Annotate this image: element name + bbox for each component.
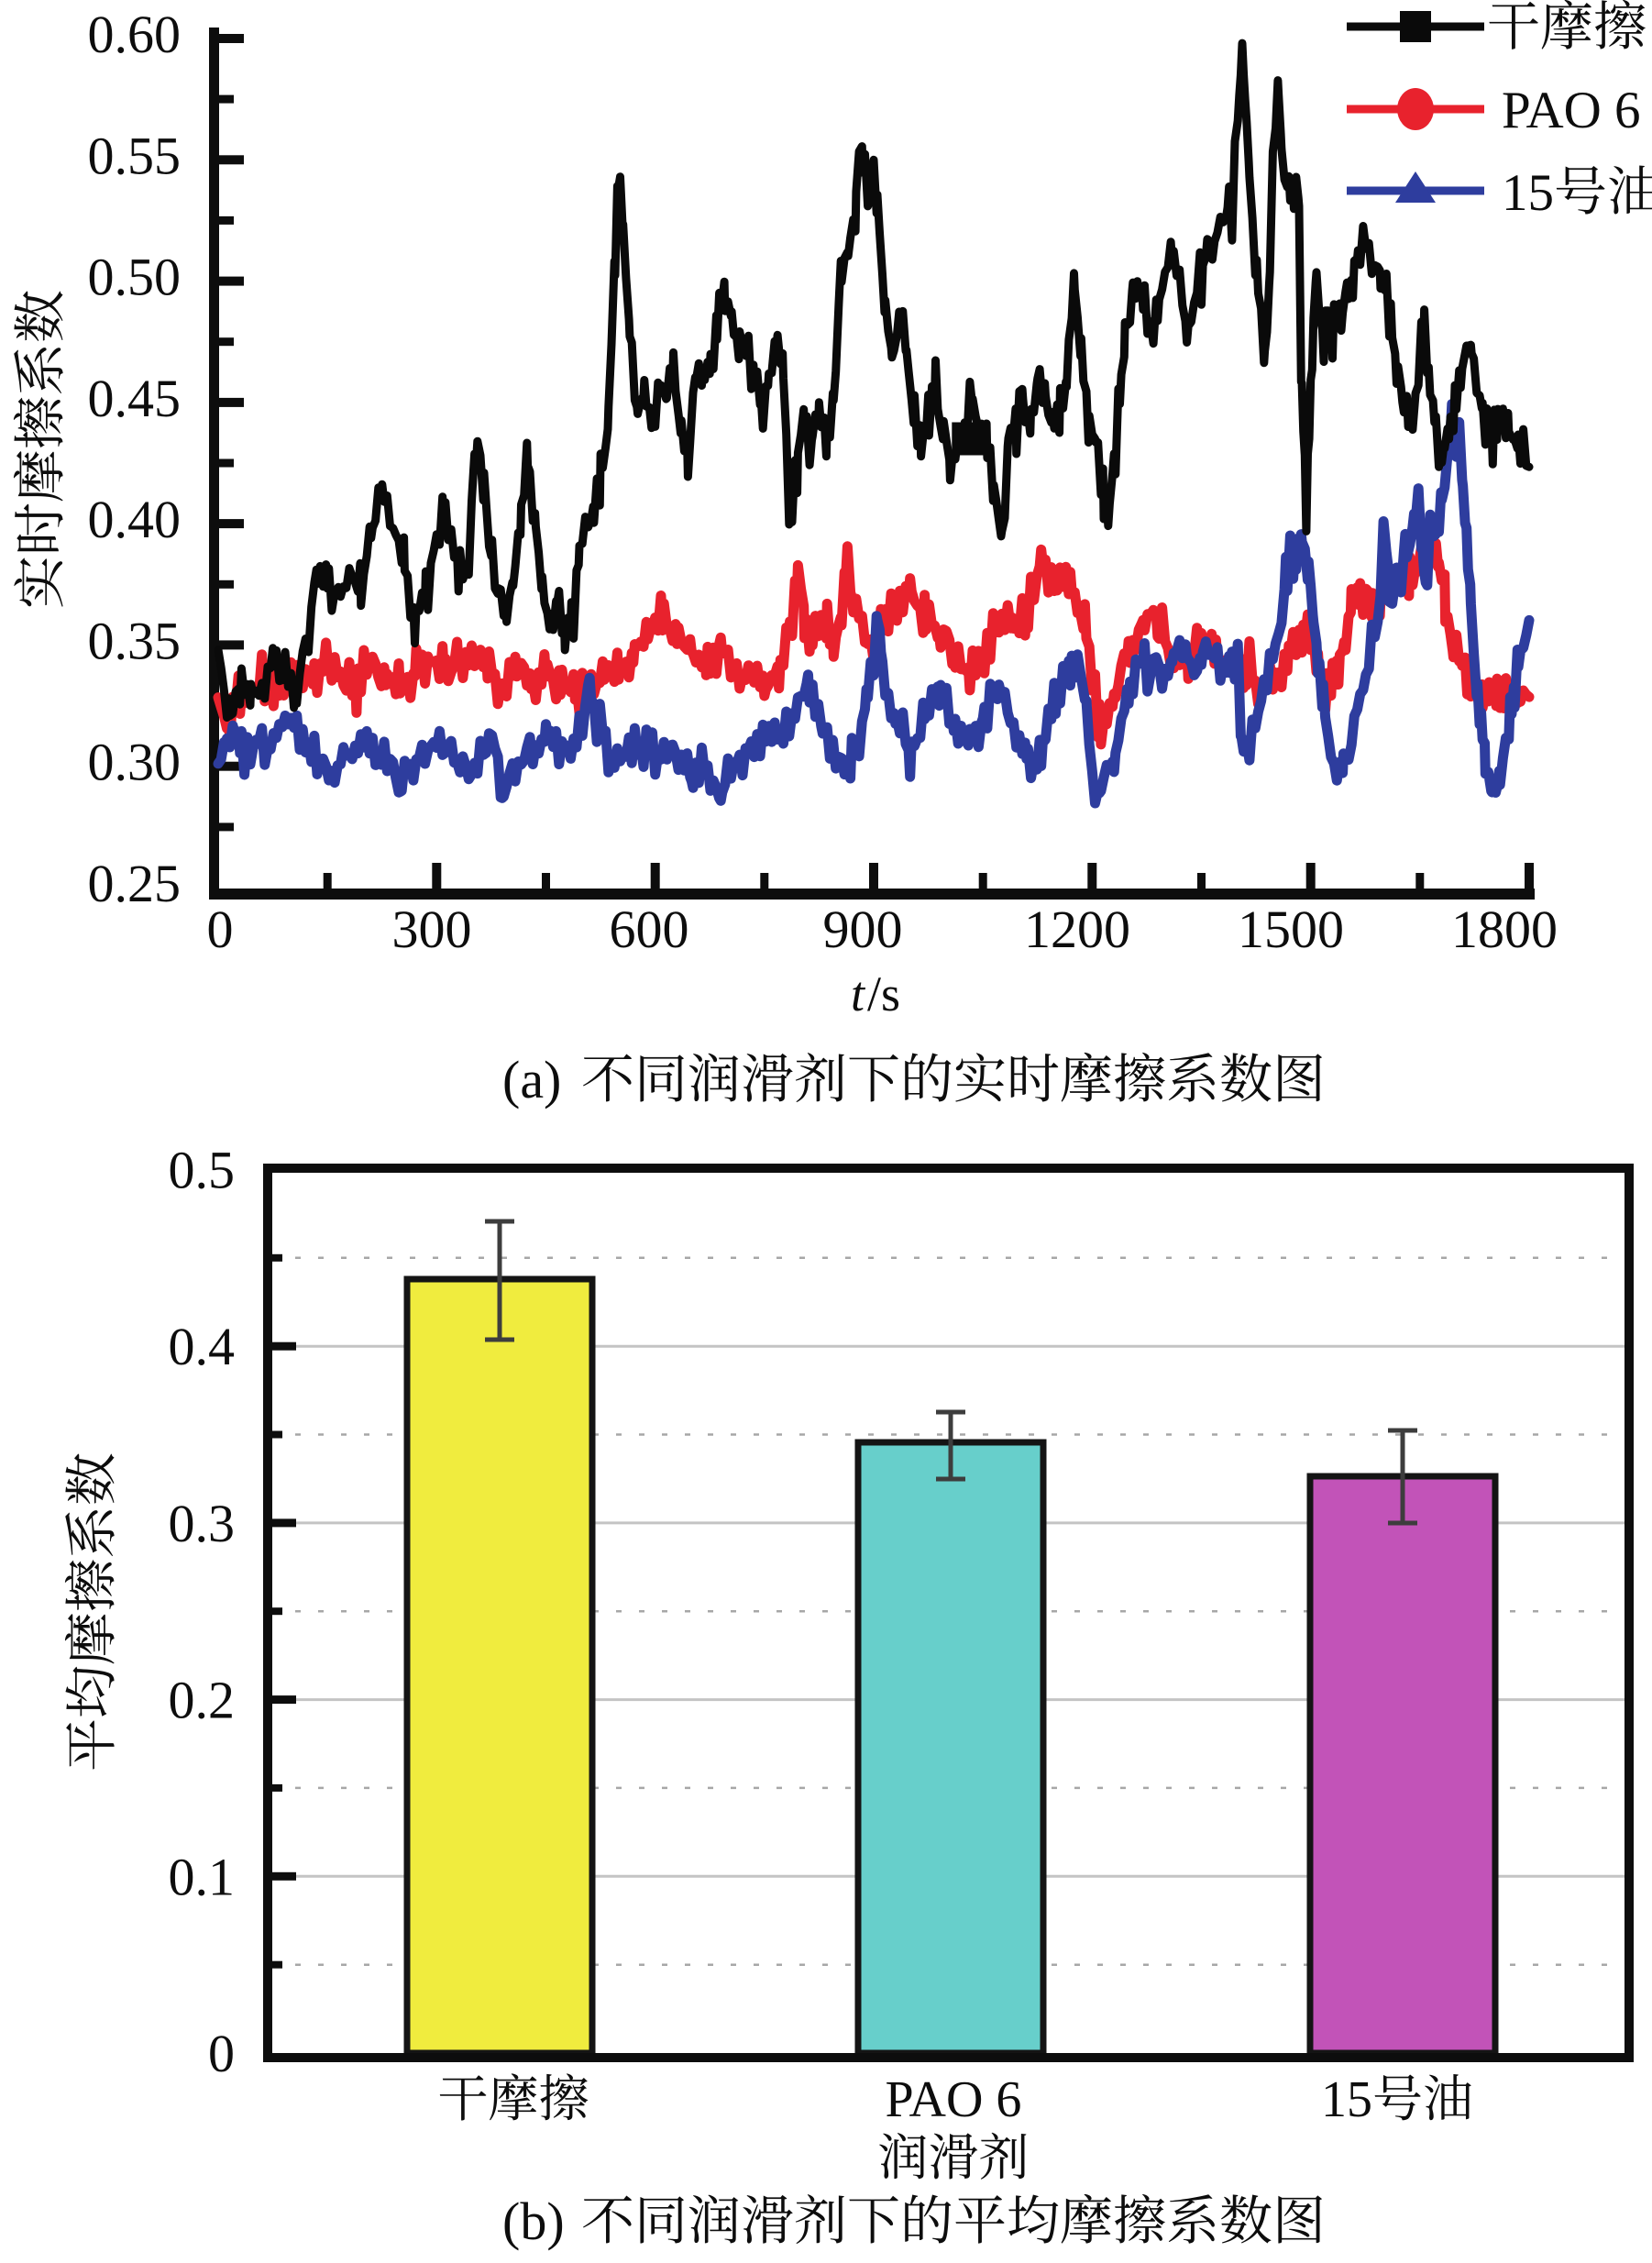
svg-text:0.60: 0.60 <box>88 5 182 64</box>
svg-text:PAO 6: PAO 6 <box>886 2071 1022 2128</box>
svg-text:1800: 1800 <box>1451 900 1558 959</box>
svg-text:0.5: 0.5 <box>169 1141 236 1200</box>
svg-text:15: 15 <box>1502 164 1554 222</box>
svg-text:t: t <box>851 966 866 1021</box>
svg-text:1500: 1500 <box>1238 900 1344 959</box>
svg-text:0.4: 0.4 <box>169 1317 236 1376</box>
svg-text:0.55: 0.55 <box>88 126 182 185</box>
svg-text:(a): (a) <box>502 1050 561 1109</box>
svg-text:(b): (b) <box>502 2191 565 2251</box>
svg-text:0: 0 <box>207 900 234 959</box>
svg-text:300: 300 <box>392 900 472 959</box>
svg-text:0.25: 0.25 <box>88 854 182 913</box>
svg-text:0.2: 0.2 <box>169 1671 236 1730</box>
svg-text:0.45: 0.45 <box>88 369 182 428</box>
svg-text:0: 0 <box>208 2024 235 2083</box>
svg-text:/s: /s <box>867 966 900 1021</box>
svg-text:1200: 1200 <box>1024 900 1130 959</box>
svg-text:15: 15 <box>1321 2071 1372 2128</box>
svg-text:0.30: 0.30 <box>88 733 182 792</box>
svg-text:0.3: 0.3 <box>169 1494 236 1553</box>
svg-text:0.35: 0.35 <box>88 611 182 670</box>
svg-text:0.1: 0.1 <box>169 1847 236 1906</box>
svg-text:0.40: 0.40 <box>88 490 182 549</box>
svg-text:600: 600 <box>610 900 689 959</box>
svg-text:900: 900 <box>823 900 903 959</box>
svg-text:PAO 6: PAO 6 <box>1502 82 1641 139</box>
svg-text:0.50: 0.50 <box>88 248 182 307</box>
